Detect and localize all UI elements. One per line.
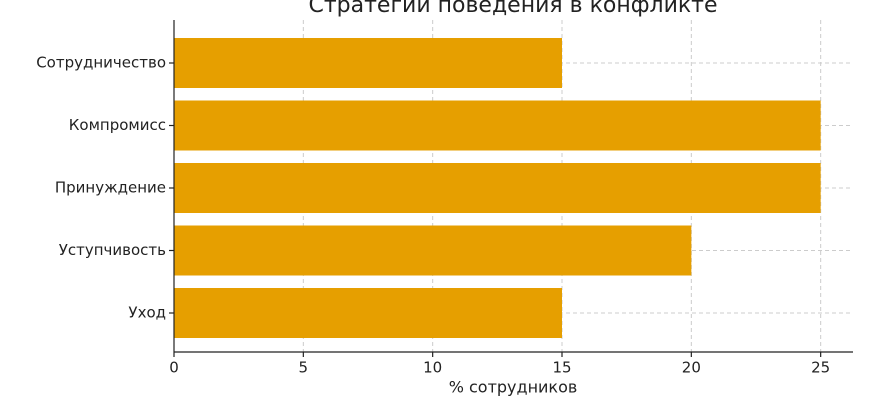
- y-tick-label: Уход: [128, 304, 166, 322]
- y-tick-label: Уступчивость: [59, 241, 166, 259]
- y-tick-label: Принуждение: [55, 179, 166, 197]
- bar: [174, 288, 562, 338]
- x-axis-label: % сотрудников: [449, 378, 578, 397]
- y-tick-label: Компромисс: [69, 116, 166, 134]
- x-tick-label: 10: [423, 359, 442, 377]
- bar: [174, 38, 562, 88]
- x-tick-label: 20: [682, 359, 701, 377]
- y-tick-label: Сотрудничество: [36, 54, 166, 72]
- chart-title: Стратегии поведения в конфликте: [308, 0, 717, 18]
- x-tick-label: 25: [811, 359, 830, 377]
- bar: [174, 163, 821, 213]
- x-tick-label: 0: [169, 359, 179, 377]
- x-tick-label: 5: [299, 359, 309, 377]
- bar: [174, 225, 692, 276]
- bar: [174, 100, 821, 151]
- x-tick-label: 15: [552, 359, 571, 377]
